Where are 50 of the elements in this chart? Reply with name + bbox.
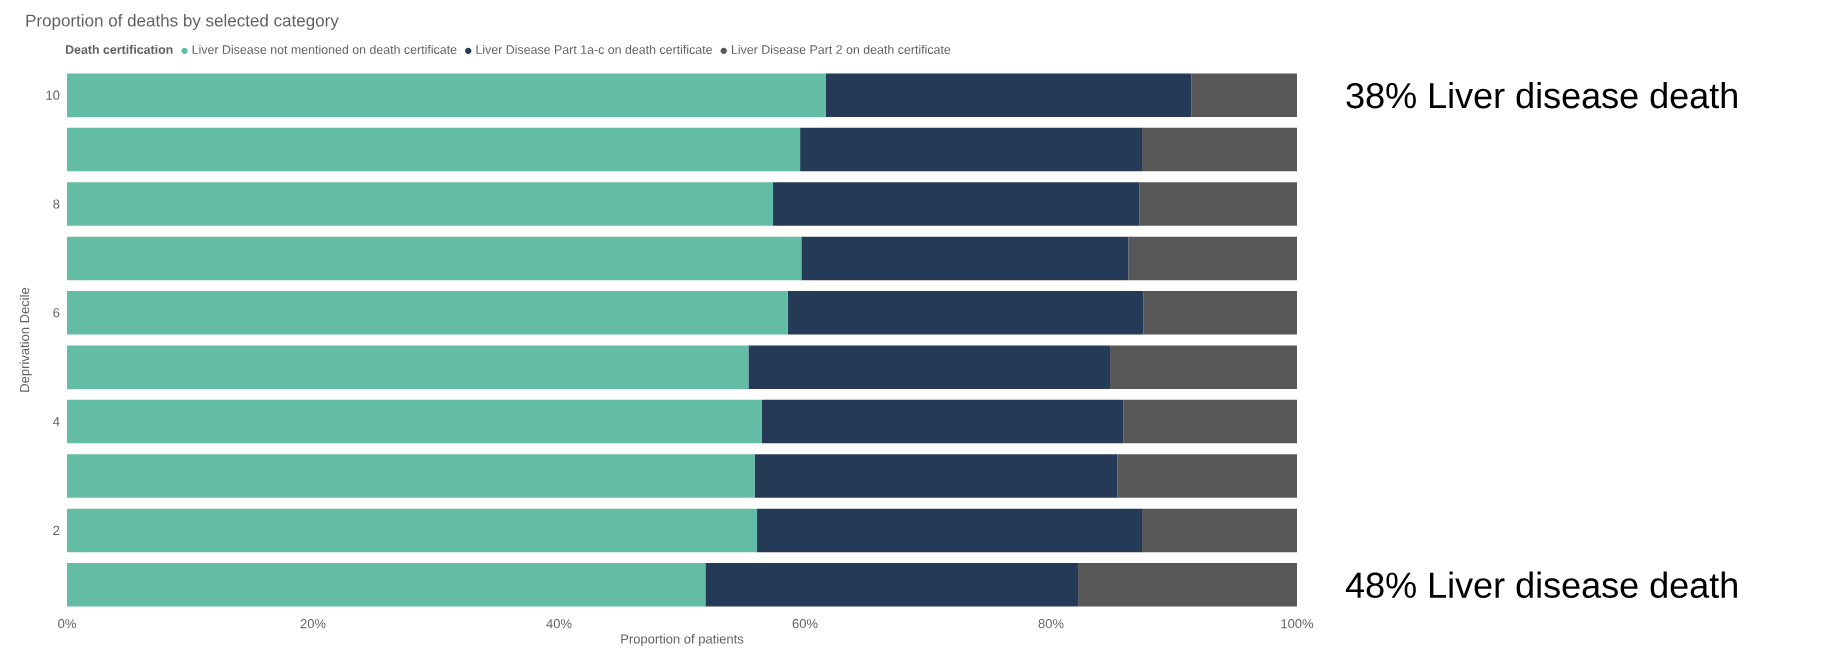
bar — [801, 236, 1129, 281]
x-tick-label: 0% — [58, 619, 76, 629]
bar — [67, 182, 774, 226]
bar — [800, 127, 1143, 172]
bar — [1123, 399, 1298, 444]
bar — [67, 454, 755, 498]
bar — [787, 291, 1144, 335]
bar — [1078, 563, 1298, 607]
bar — [773, 182, 1140, 226]
legend-label: Liver Disease Part 2 on death certificate — [731, 44, 951, 54]
bar — [67, 508, 758, 553]
bar — [1142, 127, 1298, 172]
legend-title: Death certification — [65, 44, 173, 54]
bar — [1128, 236, 1298, 281]
bar — [757, 508, 1143, 553]
bar — [67, 127, 801, 172]
x-axis-title: Proportion of patients — [621, 634, 744, 647]
bar — [67, 291, 788, 335]
chart-title: Proportion of deaths by selected category — [26, 14, 339, 30]
bar — [1191, 73, 1298, 117]
bar — [1117, 454, 1298, 498]
text: 48% Liver disease death — [1345, 571, 1737, 598]
x-tick-label: 80% — [1038, 619, 1064, 629]
y-tick-label: 2 — [53, 525, 60, 535]
bar — [1139, 182, 1298, 226]
text: 38% Liver disease death — [1346, 81, 1737, 109]
bar — [761, 399, 1124, 444]
x-tick-label: 20% — [300, 619, 326, 629]
x-tick-label: 60% — [792, 619, 818, 629]
bar — [1142, 508, 1298, 553]
bar — [705, 563, 1079, 607]
y-tick-label: 8 — [53, 199, 60, 209]
bar — [67, 73, 826, 117]
bar — [67, 563, 706, 607]
y-axis-title: Deprivation Decile — [19, 287, 32, 392]
y-tick-label: 10 — [46, 90, 60, 100]
x-tick-label: 100% — [1281, 619, 1314, 629]
bar — [1110, 345, 1298, 389]
y-tick-label: 4 — [53, 417, 60, 427]
bar — [67, 399, 762, 444]
y-tick-label: 6 — [53, 308, 60, 318]
bar — [1143, 291, 1298, 335]
bar — [754, 454, 1118, 498]
bar — [825, 73, 1192, 117]
legend-label: Liver Disease Part 1a-c on death certificate — [476, 44, 712, 54]
x-tick-label: 40% — [546, 619, 572, 629]
bar — [67, 236, 802, 281]
bar — [748, 345, 1111, 389]
bar — [67, 345, 749, 389]
legend-label: Liver Disease not mentioned on death certificate — [192, 44, 457, 54]
